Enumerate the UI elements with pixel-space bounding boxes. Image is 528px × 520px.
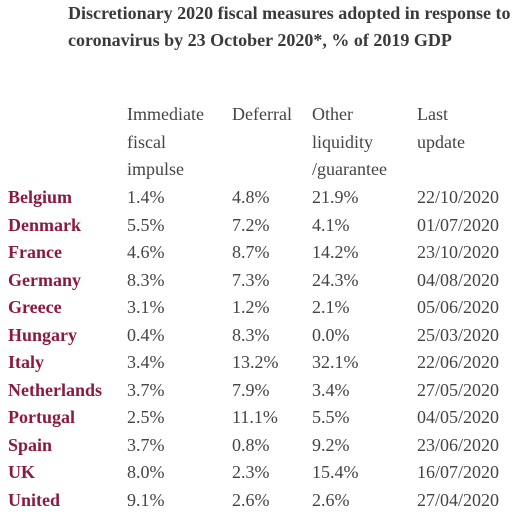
header-cell: /guarantee [312, 159, 387, 179]
table-cell: 2.5% [127, 407, 165, 427]
table-cell: 13.2% [232, 352, 279, 372]
table-cell: 05/06/2020 [417, 297, 500, 317]
table-cell: 27/05/2020 [417, 379, 500, 400]
country-name: Hungary [8, 324, 78, 345]
table-cell: 2.1% [312, 297, 350, 317]
table-cell: 4.6% [127, 242, 165, 262]
table-cell: 3.1% [127, 297, 165, 317]
header-cell: fiscal [127, 131, 166, 152]
table-cell: 32.1% [312, 352, 359, 372]
country-name: Portugal [8, 407, 75, 427]
country-name: Spain [8, 434, 53, 455]
table-cell: 3.7% [127, 434, 165, 455]
table-cell: 22/10/2020 [417, 187, 500, 207]
table-cell: 2.3% [232, 462, 270, 482]
table-cell: 8.3% [127, 269, 165, 290]
country-name: United [8, 489, 61, 510]
country-name: Germany [8, 269, 81, 290]
country-name: France [8, 242, 62, 262]
table-cell: 3.7% [127, 379, 165, 400]
table-cell: 3.4% [312, 379, 350, 400]
table-cell: 01/07/2020 [417, 214, 500, 235]
header-cell: liquidity [312, 131, 374, 152]
country-name: Denmark [8, 214, 81, 235]
table-cell: 8.3% [232, 324, 270, 345]
table-cell: 2.6% [232, 489, 270, 510]
table-cell: 25/03/2020 [417, 324, 500, 345]
title: Discretionary 2020 fiscal measures adopt… [68, 3, 511, 50]
header-cell: Deferral [232, 104, 292, 124]
country-name: UK [8, 462, 35, 482]
table-cell: 23/06/2020 [417, 434, 500, 455]
header-cell: Other [312, 104, 353, 124]
table-cell: 23/10/2020 [417, 242, 500, 262]
table-cell: 7.2% [232, 214, 270, 235]
table-cell: 04/05/2020 [417, 407, 500, 427]
table-cell: 4.8% [232, 187, 270, 207]
table-cell: 7.9% [232, 379, 270, 400]
table-cell: 7.3% [232, 269, 270, 290]
table-cell: 5.5% [127, 214, 165, 235]
table-cell: 11.1% [232, 407, 278, 427]
table-cell: 8.0% [127, 462, 165, 482]
header-cell: update [417, 131, 465, 152]
table-cell: 22/06/2020 [417, 352, 500, 372]
table-cell: 0.8% [232, 434, 270, 455]
table-cell: 1.2% [232, 297, 270, 317]
country-name: Belgium [8, 187, 73, 207]
table-cell: 0.4% [127, 324, 165, 345]
table-cell: 4.1% [312, 214, 350, 235]
table-cell: 8.7% [232, 242, 270, 262]
table-cell: 3.4% [127, 352, 165, 372]
table-cell: 16/07/2020 [417, 462, 500, 482]
table-cell: 15.4% [312, 462, 359, 482]
header-cell: Immediate [127, 104, 204, 124]
table-cell: 04/08/2020 [417, 269, 500, 290]
country-name: Netherlands [8, 379, 102, 400]
header-cell: Last [417, 104, 448, 124]
country-name: Greece [8, 297, 62, 317]
country-name: Italy [8, 352, 44, 372]
table-cell: 27/04/2020 [417, 489, 500, 510]
table-cell: 1.4% [127, 187, 165, 207]
table-cell: 2.6% [312, 489, 350, 510]
table-cell: 21.9% [312, 187, 359, 207]
table-cell: 24.3% [312, 269, 359, 290]
table-cell: 0.0% [312, 324, 350, 345]
table-cell: 14.2% [312, 242, 359, 262]
table-cell: 9.2% [312, 434, 350, 455]
header-cell: impulse [127, 159, 184, 179]
table-cell: 5.5% [312, 407, 350, 427]
table-cell: 9.1% [127, 489, 165, 510]
